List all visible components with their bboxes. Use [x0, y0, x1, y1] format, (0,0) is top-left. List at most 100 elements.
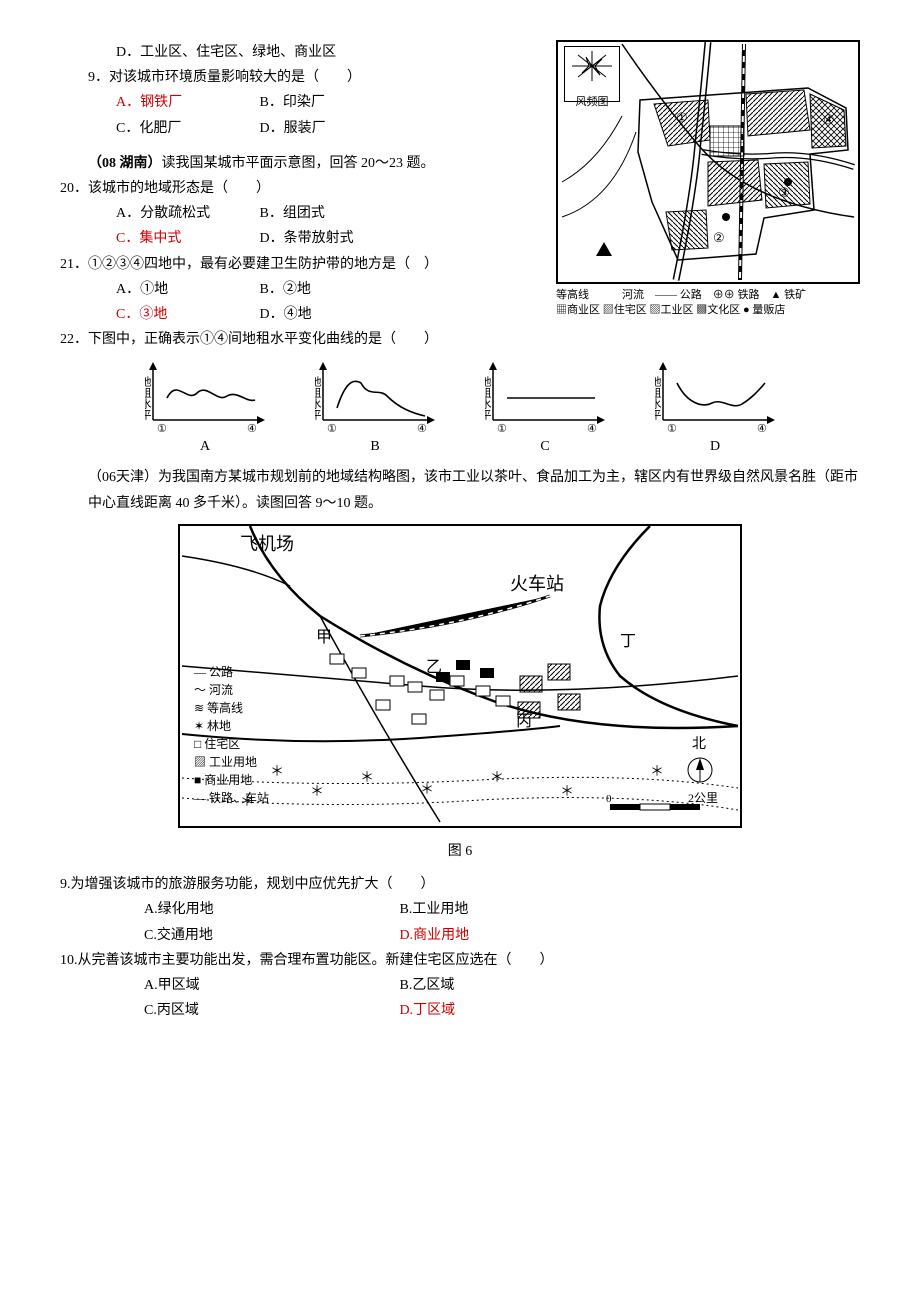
- q20-optA: A．分散疏松式: [116, 201, 256, 226]
- svg-text:□ 住宅区: □ 住宅区: [194, 736, 240, 751]
- svg-text:— 公路: — 公路: [193, 664, 233, 679]
- tj-q10-optC: C.丙区域: [144, 998, 396, 1023]
- tj-q9-row2: C.交通用地 D.商业用地: [60, 923, 860, 948]
- tj-q9-stem: 9.为增强该城市的旅游服务功能，规划中应优先扩大（ ）: [60, 872, 860, 897]
- svg-text:地租水平: 地租水平: [145, 376, 152, 421]
- q21-row2: C．③地 D．④地: [60, 302, 548, 327]
- map2-ding: 丁: [620, 633, 636, 650]
- q9-options-row2: C．化肥厂 D．服装厂: [60, 116, 548, 141]
- svg-text:地租水平: 地租水平: [655, 376, 662, 421]
- q21-optC: C．③地: [116, 302, 256, 327]
- hunan-source: （08 湖南）: [88, 156, 162, 171]
- q9-stem: 9．对该城市环境质量影响较大的是（ ）: [60, 65, 548, 90]
- svg-text:④: ④: [247, 423, 257, 432]
- svg-text:0: 0: [606, 793, 612, 805]
- svg-text:＊: ＊: [270, 765, 284, 780]
- wind-label: 风频图: [565, 93, 619, 113]
- chart-label: B: [315, 434, 435, 459]
- svg-text:地租水平: 地租水平: [315, 376, 322, 421]
- tj-q9-optC: C.交通用地: [144, 923, 396, 948]
- q21-optD: D．④地: [260, 302, 312, 327]
- q21-row1: A．①地 B．②地: [60, 277, 548, 302]
- q20-stem: 20．该城市的地域形态是（ ）: [60, 176, 548, 201]
- svg-text:④: ④: [587, 423, 597, 432]
- hunan-intro-text: 读我国某城市平面示意图，回答 20～23 题。: [162, 156, 435, 171]
- svg-text:③: ③: [778, 185, 790, 200]
- svg-text:✶ 林地: ✶ 林地: [194, 719, 231, 733]
- map1-legend-line1: 等高线 河流 —— 公路 ⊕⊕ 铁路 ▲ 铁矿: [556, 288, 856, 303]
- svg-text:＊: ＊: [310, 785, 324, 800]
- svg-text:＊: ＊: [420, 783, 434, 798]
- rent-charts-row: 地租水平①④A地租水平①④B地租水平①④C地租水平①④D: [120, 362, 800, 459]
- svg-text:①: ①: [157, 423, 167, 432]
- wind-rose-icon: [566, 47, 618, 85]
- svg-text:④: ④: [417, 423, 427, 432]
- map2-station: 火车站: [510, 574, 564, 594]
- map2-yi: 乙: [426, 659, 442, 676]
- hunan-intro: （08 湖南）读我国某城市平面示意图，回答 20～23 题。: [60, 151, 548, 176]
- svg-text:＊: ＊: [650, 765, 664, 780]
- tj-q9-optA: A.绿化用地: [144, 897, 396, 922]
- rent-chart-C: 地租水平①④C: [485, 362, 605, 459]
- svg-text:＊: ＊: [360, 771, 374, 786]
- svg-text:①: ①: [676, 110, 688, 125]
- svg-text:＊: ＊: [560, 785, 574, 800]
- q20-optD: D．条带放射式: [260, 226, 354, 251]
- q20-optC: C．集中式: [116, 226, 256, 251]
- q21-stem: 21．①②③④四地中，最有必要建卫生防护带的地方是（ ）: [60, 252, 548, 277]
- chart-label: A: [145, 434, 265, 459]
- svg-text:～ 河流: ～ 河流: [194, 683, 233, 697]
- tianjin-source: （06天津）: [88, 470, 158, 485]
- svg-text:北: 北: [692, 736, 706, 752]
- tj-q10-optA: A.甲区域: [144, 973, 396, 998]
- q20-row2: C．集中式 D．条带放射式: [60, 226, 548, 251]
- rent-chart-D: 地租水平 ① ④ D: [655, 362, 775, 459]
- svg-text:④: ④: [757, 423, 767, 432]
- tianjin-intro: 为我国南方某城市规划前的地域结构略图，该市工业以茶叶、食品加工为主，辖区内有世界…: [88, 470, 858, 510]
- q9-optC: C．化肥厂: [116, 116, 256, 141]
- tj-q10-stem: 10.从完善该城市主要功能出发，需合理布置功能区。新建住宅区应选在（ ）: [60, 948, 860, 973]
- map1-column: 风频图: [548, 40, 860, 319]
- map2-box: ＊＊＊ ＊＊＊ ＊＊ 飞机场 火车站 甲 乙 丙 丁 北: [178, 524, 742, 828]
- text-column: D．工业区、住宅区、绿地、商业区 9．对该城市环境质量影响较大的是（ ） A．钢…: [60, 40, 548, 352]
- q9-optD: D．服装厂: [260, 116, 326, 141]
- q20-optB: B．组团式: [260, 201, 325, 226]
- map2-airport: 飞机场: [240, 534, 294, 554]
- svg-text:地租水平: 地租水平: [485, 376, 492, 421]
- north-indicator: 北: [688, 736, 712, 782]
- tj-q9-row1: A.绿化用地 B.工业用地: [60, 897, 860, 922]
- map2-bing: 丙: [516, 713, 532, 730]
- q20-row1: A．分散疏松式 B．组团式: [60, 201, 548, 226]
- map2-jia: 甲: [316, 629, 332, 646]
- svg-text:▨ 工业用地: ▨ 工业用地: [194, 755, 257, 769]
- svg-text:＊: ＊: [490, 771, 504, 786]
- tj-q10-optD: D.丁区域: [400, 998, 652, 1023]
- tj-q9-optD: D.商业用地: [400, 923, 652, 948]
- map2-wrap: ＊＊＊ ＊＊＊ ＊＊ 飞机场 火车站 甲 乙 丙 丁 北: [60, 524, 860, 835]
- section-top: D．工业区、住宅区、绿地、商业区 9．对该城市环境质量影响较大的是（ ） A．钢…: [60, 40, 860, 352]
- svg-text:①: ①: [667, 423, 677, 432]
- svg-text:②: ②: [713, 230, 725, 245]
- map1-legend-line2: ▦商业区 ▨住宅区 ▧工业区 ▩文化区 ● 量贩店: [556, 303, 856, 318]
- q22-stem: 22．下图中，正确表示①④间地租水平变化曲线的是（ ）: [60, 327, 548, 352]
- wind-rose-box: 风频图: [564, 46, 620, 102]
- tj-q10-row1: A.甲区域 B.乙区域: [60, 973, 860, 998]
- chart-label: D: [655, 434, 775, 459]
- svg-text:≋ 等高线: ≋ 等高线: [194, 700, 243, 715]
- q8-optD: D．工业区、住宅区、绿地、商业区: [60, 40, 548, 65]
- svg-text:①: ①: [497, 423, 507, 432]
- svg-text:①: ①: [327, 423, 337, 432]
- svg-text:■ 商业用地: ■ 商业用地: [194, 772, 252, 787]
- map2-svg: ＊＊＊ ＊＊＊ ＊＊ 飞机场 火车站 甲 乙 丙 丁 北: [180, 526, 740, 826]
- q21-optB: B．②地: [260, 277, 311, 302]
- tj-q9-optB: B.工业用地: [400, 897, 652, 922]
- tj-q10-row2: C.丙区域 D.丁区域: [60, 998, 860, 1023]
- tj-q10-optB: B.乙区域: [400, 973, 652, 998]
- q9-optA: A．钢铁厂: [116, 90, 256, 115]
- rent-chart-A: 地租水平 ① ④ A: [145, 362, 265, 459]
- svg-text:2公里: 2公里: [688, 791, 718, 805]
- tianjin-intro-wrap: （06天津）为我国南方某城市规划前的地域结构略图，该市工业以茶叶、食品加工为主，…: [60, 465, 860, 515]
- svg-text:④: ④: [823, 112, 835, 127]
- map1-box: 风频图: [556, 40, 860, 284]
- map1-legend: 等高线 河流 —— 公路 ⊕⊕ 铁路 ▲ 铁矿 ▦商业区 ▨住宅区 ▧工业区 ▩…: [556, 288, 856, 319]
